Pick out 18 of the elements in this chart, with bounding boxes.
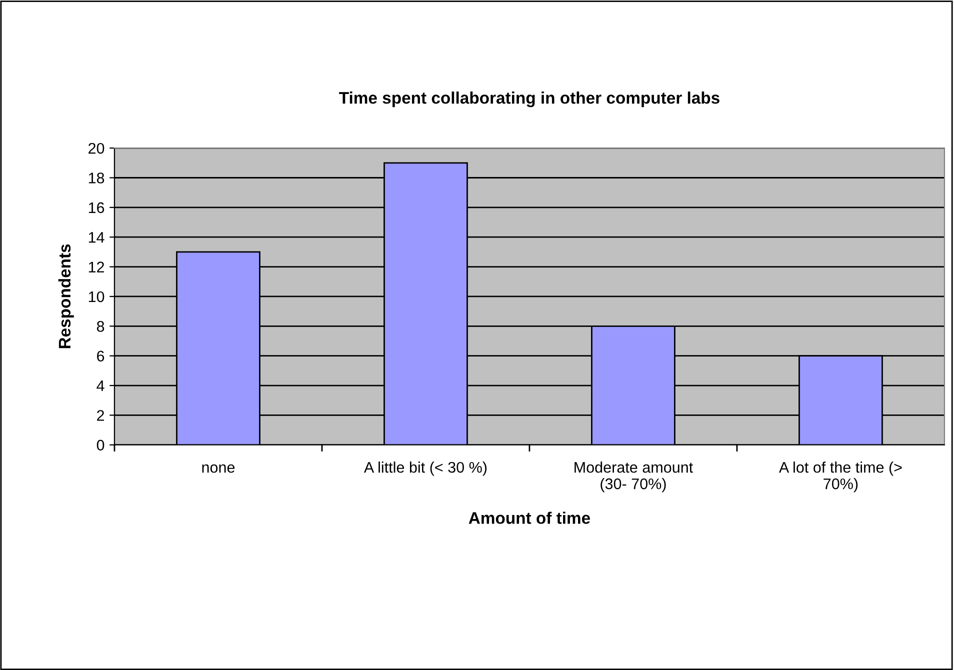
y-tick-label: 20 <box>88 142 104 154</box>
y-tick-label: 4 <box>96 380 104 392</box>
x-tick-label: none <box>202 464 235 473</box>
x-tick-label: A little bit (< 30 %) <box>364 462 487 476</box>
y-tick-label: 12 <box>88 262 104 272</box>
y-tick-label: 6 <box>97 350 104 362</box>
y-tick-label: 0 <box>96 440 104 451</box>
y-tick-label: 16 <box>88 202 104 214</box>
y-tick-label: 8 <box>96 321 104 332</box>
x-axis-title: Amount of time <box>468 512 590 524</box>
y-axis-title: Respondents <box>58 244 74 348</box>
y-tick-label: 2 <box>97 410 104 421</box>
y-tick-label: 14 <box>88 232 104 243</box>
y-tick-label: 18 <box>88 172 104 184</box>
chart-title: Time spent collaborating in other computer labs <box>339 92 720 108</box>
x-tick-label: A lot of the time (> 70%) <box>778 462 902 492</box>
x-tick-label: Moderate amount (30- 70%) <box>574 462 693 492</box>
y-tick-label: 10 <box>88 291 104 302</box>
